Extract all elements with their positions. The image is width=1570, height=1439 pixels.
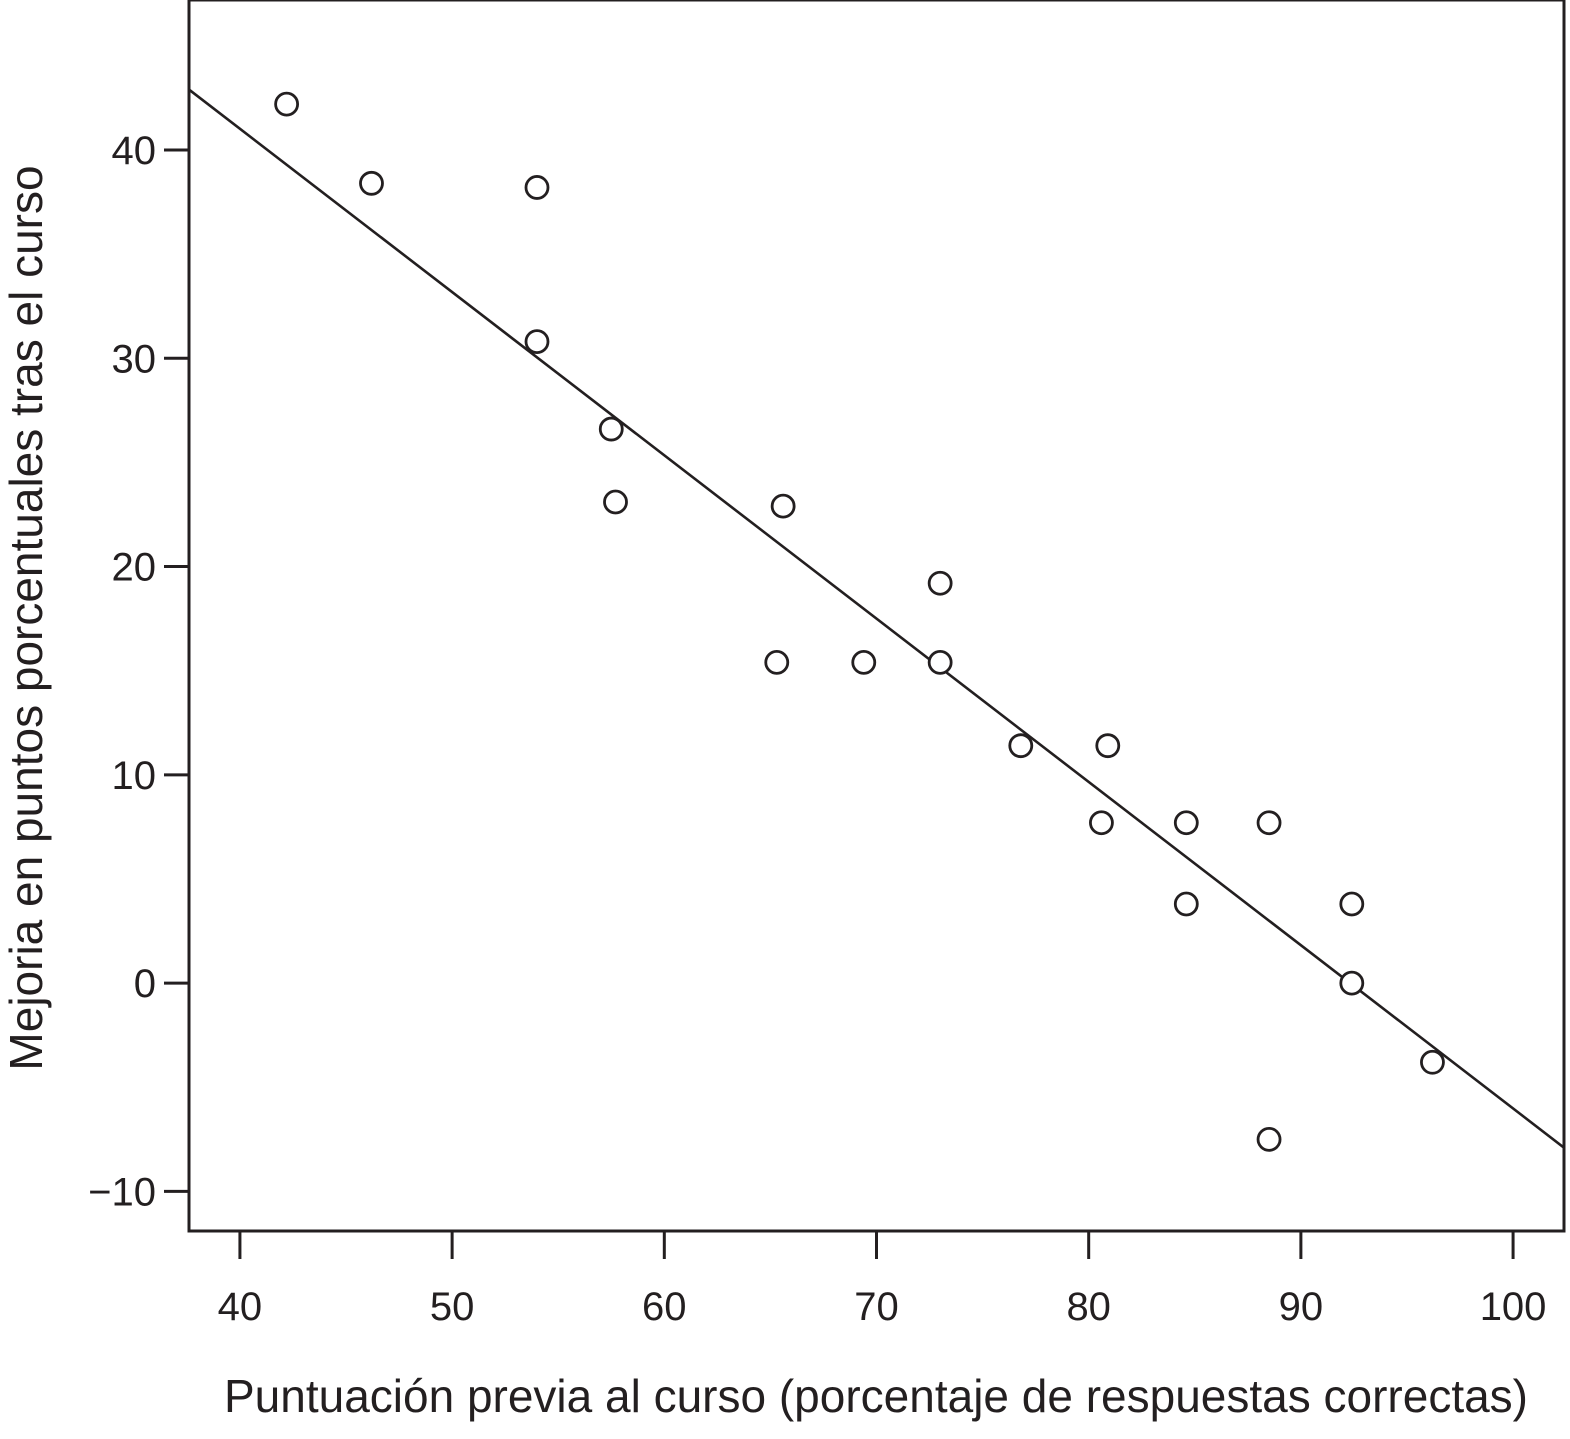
data-point (764, 649, 790, 675)
x-axis-ticks: 40 50 60 70 80 90 100 (218, 1231, 1547, 1329)
y-tick-label: −10 (88, 1170, 156, 1214)
data-point (598, 416, 624, 442)
data-point (1095, 733, 1121, 759)
x-tick-label: 90 (1279, 1285, 1324, 1329)
data-points (274, 91, 1445, 1152)
data-point (1008, 733, 1034, 759)
y-tick-label: 10 (112, 754, 157, 798)
data-point (1173, 810, 1199, 836)
data-point (1173, 891, 1199, 917)
data-point (1089, 810, 1114, 836)
data-point (524, 329, 550, 354)
data-point (927, 649, 953, 675)
data-point (524, 175, 550, 200)
x-axis-title: Puntuación previa al curso (porcentaje d… (224, 1370, 1528, 1422)
data-point (851, 649, 877, 675)
x-tick-label: 60 (642, 1285, 687, 1329)
y-axis-title: Mejoria en puntos porcentuales tras el c… (0, 165, 52, 1070)
y-tick-label: 20 (112, 546, 157, 590)
data-point (1420, 1049, 1445, 1075)
x-tick-label: 100 (1480, 1285, 1547, 1329)
data-point (770, 493, 796, 519)
data-point (1256, 810, 1282, 836)
regression-line (188, 88, 1565, 1149)
data-point (1339, 891, 1365, 917)
x-tick-label: 70 (854, 1285, 899, 1329)
y-tick-label: 30 (112, 337, 157, 381)
y-tick-label: 0 (134, 962, 156, 1006)
data-point (1339, 970, 1365, 996)
y-axis-ticks: −10 0 10 20 30 40 (88, 129, 189, 1214)
y-tick-label: 40 (112, 129, 157, 173)
x-tick-label: 40 (218, 1285, 263, 1329)
plot-frame (187, 0, 1566, 1233)
data-point (274, 91, 300, 117)
data-point (927, 570, 953, 596)
x-tick-label: 50 (430, 1285, 475, 1329)
data-point (603, 489, 628, 515)
x-tick-label: 80 (1066, 1285, 1111, 1329)
data-point (359, 170, 384, 196)
data-point (1256, 1126, 1282, 1152)
